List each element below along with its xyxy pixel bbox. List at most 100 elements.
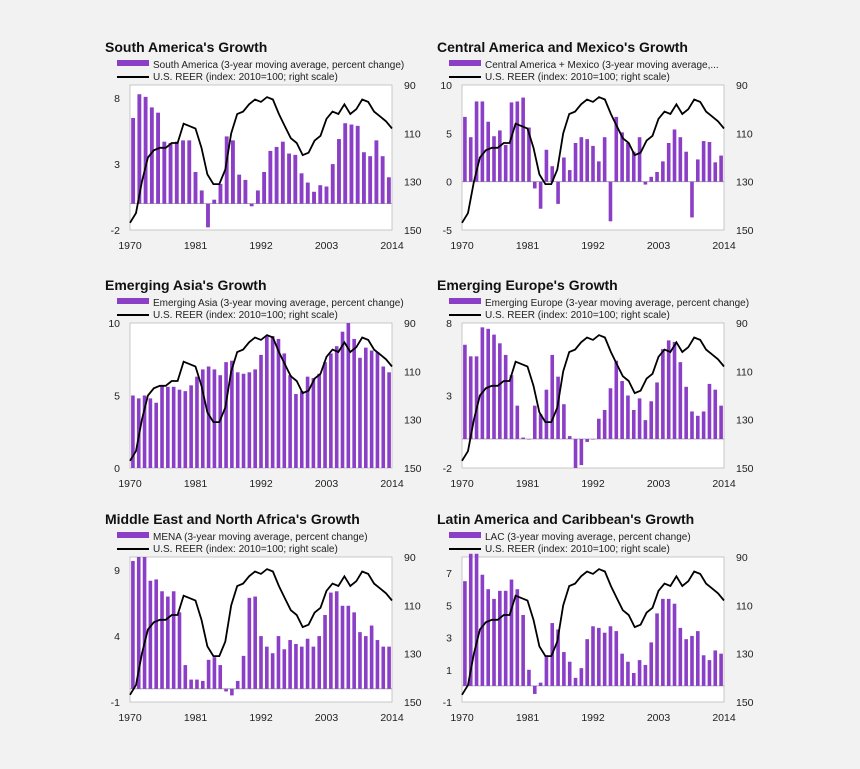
- bar: [375, 352, 380, 468]
- bar: [556, 629, 560, 686]
- bar: [143, 96, 148, 204]
- y-tick-label: 3: [114, 159, 120, 171]
- bar: [166, 596, 170, 689]
- bar: [235, 372, 240, 468]
- chart-title: Central America and Mexico's Growth: [437, 39, 688, 55]
- bar: [521, 615, 525, 686]
- bar: [503, 590, 508, 686]
- bar: [177, 612, 182, 689]
- bar: [355, 125, 360, 204]
- bar: [166, 386, 170, 468]
- legend-bar-swatch: [117, 532, 149, 538]
- bar: [591, 626, 595, 686]
- bar: [597, 161, 601, 182]
- bar: [206, 366, 211, 468]
- y2-tick-label: 110: [404, 366, 421, 378]
- y2-tick-label: 150: [404, 225, 422, 237]
- bar: [486, 328, 491, 439]
- y2-tick-label: 150: [736, 463, 754, 475]
- x-tick-label: 2014: [380, 712, 404, 724]
- bar: [380, 156, 385, 204]
- legend-bar-swatch: [449, 532, 481, 538]
- bar: [684, 151, 688, 182]
- bar: [474, 553, 479, 686]
- bar: [349, 124, 354, 204]
- bar: [567, 170, 572, 182]
- bar: [585, 639, 589, 686]
- bar: [713, 162, 718, 182]
- bar: [241, 373, 246, 468]
- reer-line: [461, 568, 725, 696]
- bar: [614, 631, 619, 686]
- bar: [591, 439, 595, 440]
- bar: [498, 590, 502, 686]
- bar: [386, 177, 391, 204]
- bar: [591, 145, 595, 182]
- bar: [468, 356, 473, 439]
- bar: [492, 598, 496, 686]
- legend-bar-label: Central America + Mexico (3-year moving …: [485, 60, 719, 71]
- bar: [131, 117, 136, 204]
- bar: [690, 411, 694, 439]
- bar: [218, 183, 223, 204]
- x-tick-label: 1992: [249, 478, 273, 490]
- bar: [318, 185, 323, 204]
- legend-bar-label: Emerging Europe (3-year moving average, …: [485, 298, 749, 309]
- y-tick-label: 3: [446, 633, 452, 645]
- bar: [361, 152, 366, 204]
- bar: [241, 655, 246, 689]
- x-tick-label: 1970: [118, 240, 142, 252]
- bar: [280, 141, 285, 204]
- bar: [274, 146, 279, 204]
- bar: [334, 346, 339, 468]
- bar: [631, 151, 636, 182]
- reer-line: [129, 96, 393, 224]
- x-tick-label: 1992: [249, 240, 273, 252]
- y2-tick-label: 130: [736, 415, 754, 427]
- bar: [538, 414, 543, 439]
- bar: [637, 137, 642, 182]
- bar: [156, 112, 161, 204]
- bar: [381, 366, 386, 468]
- x-tick-label: 1981: [184, 712, 208, 724]
- bar: [317, 373, 322, 468]
- bar: [181, 140, 185, 204]
- bar: [649, 401, 654, 439]
- bar: [678, 137, 683, 182]
- legend-bar-swatch: [117, 298, 149, 304]
- bar: [544, 389, 549, 439]
- bar: [189, 385, 193, 468]
- bar: [480, 101, 485, 182]
- bar: [661, 349, 665, 439]
- bar: [486, 121, 491, 182]
- y2-tick-label: 150: [404, 463, 422, 475]
- bar: [695, 415, 700, 439]
- bar: [369, 625, 374, 689]
- bar: [527, 439, 531, 440]
- bar: [486, 589, 491, 686]
- x-tick-label: 2014: [380, 478, 404, 490]
- x-tick-label: 1981: [516, 478, 540, 490]
- bar: [311, 646, 316, 689]
- chart-title: Middle East and North Africa's Growth: [105, 511, 360, 527]
- x-tick-label: 1992: [249, 712, 273, 724]
- bar: [329, 353, 333, 468]
- bar: [579, 137, 584, 182]
- bar: [294, 394, 298, 468]
- bar: [620, 132, 624, 182]
- y-tick-label: 1: [446, 665, 452, 677]
- bar: [265, 336, 269, 468]
- x-tick-label: 1970: [450, 478, 474, 490]
- bar: [585, 439, 589, 442]
- bar: [678, 362, 683, 439]
- x-tick-label: 1992: [581, 240, 605, 252]
- bar: [695, 631, 700, 686]
- bar: [237, 174, 242, 204]
- y-tick-label: 5: [446, 128, 452, 140]
- chart-panel-2: Central America and Mexico's Growth Centr…: [437, 39, 754, 252]
- bar: [218, 665, 223, 689]
- bar: [160, 591, 164, 689]
- bar: [340, 605, 345, 689]
- y-tick-label: 0: [446, 177, 452, 189]
- bar: [387, 646, 391, 689]
